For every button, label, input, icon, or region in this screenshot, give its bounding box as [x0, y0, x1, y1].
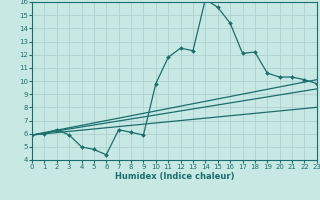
X-axis label: Humidex (Indice chaleur): Humidex (Indice chaleur) [115, 172, 234, 181]
